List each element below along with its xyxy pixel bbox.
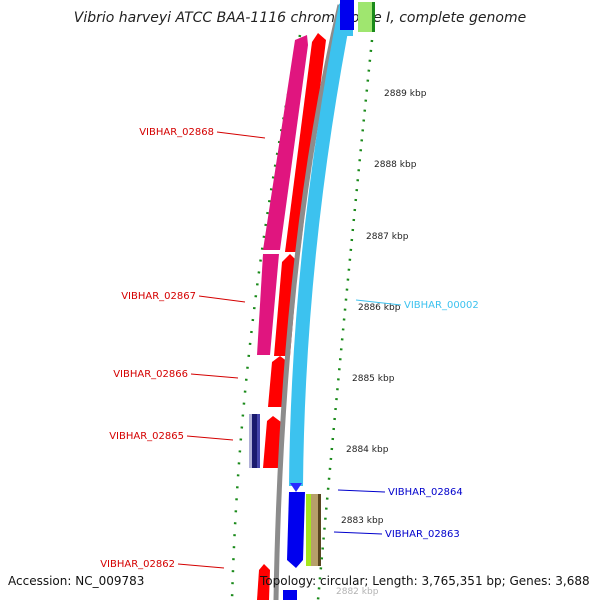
cds-arrow-4 bbox=[263, 416, 281, 468]
ruler-label: 2888 kbp bbox=[374, 160, 417, 170]
top-green-block-edge bbox=[372, 2, 375, 32]
gene-02865-stripe-light bbox=[249, 414, 252, 468]
ruler-label: 2886 kbp bbox=[358, 303, 401, 313]
gene-02865-stripe-mid bbox=[257, 414, 260, 468]
rna-band-top-blue bbox=[340, 0, 354, 30]
gene-label-vibhar-02863[interactable]: VIBHAR_02863 bbox=[385, 529, 460, 540]
leader-line bbox=[186, 435, 234, 441]
rna-band bbox=[289, 3, 353, 487]
leader-line bbox=[190, 373, 239, 379]
gene-label-vibhar-02868[interactable]: VIBHAR_02868 bbox=[139, 127, 214, 138]
gene-02864-tip bbox=[290, 483, 302, 492]
map-title: Vibrio harveyi ATCC BAA-1116 chromosome … bbox=[74, 10, 526, 26]
ruler-label: 2887 kbp bbox=[366, 232, 409, 242]
leader-line bbox=[177, 563, 225, 569]
ruler-label: 2885 kbp bbox=[352, 374, 395, 384]
gene-label-vibhar-00002[interactable]: VIBHAR_00002 bbox=[404, 300, 479, 311]
rna-band-top-cyan bbox=[337, 30, 353, 36]
gene-02865-stripe-dark bbox=[252, 414, 257, 468]
gene-label-vibhar-02867[interactable]: VIBHAR_02867 bbox=[121, 291, 196, 302]
gene-label-vibhar-02862[interactable]: VIBHAR_02862 bbox=[100, 559, 175, 570]
gene-02864-arrow bbox=[287, 492, 305, 568]
gene-label-vibhar-02865[interactable]: VIBHAR_02865 bbox=[109, 431, 184, 442]
gene-02864-tail bbox=[283, 590, 297, 600]
gene-02863-dark bbox=[318, 494, 321, 566]
ruler-label: 2884 kbp bbox=[346, 445, 389, 455]
top-green-block bbox=[358, 2, 374, 32]
gene-label-vibhar-02864[interactable]: VIBHAR_02864 bbox=[388, 487, 463, 498]
leader-line bbox=[337, 489, 386, 493]
ruler-label: 2882 kbp bbox=[336, 587, 379, 597]
accession-text: Accession: NC_009783 bbox=[8, 574, 145, 588]
ruler-label: 2883 kbp bbox=[341, 516, 384, 526]
gene-02863-olive bbox=[311, 494, 318, 566]
cds-arrow-1 bbox=[285, 33, 326, 252]
gene-02863-green bbox=[306, 494, 311, 566]
leader-line bbox=[198, 295, 246, 303]
leader-line bbox=[355, 299, 402, 306]
topology-text: Topology: circular; Length: 3,765,351 bp… bbox=[260, 574, 590, 588]
feature-magenta-lower bbox=[257, 254, 279, 355]
ruler-label: 2889 kbp bbox=[384, 89, 427, 99]
leader-line bbox=[333, 531, 383, 535]
backbone bbox=[273, 4, 343, 600]
cds-arrow-5 bbox=[257, 564, 270, 600]
gene-label-vibhar-02866[interactable]: VIBHAR_02866 bbox=[113, 369, 188, 380]
feature-magenta-upper bbox=[263, 35, 308, 250]
leader-line bbox=[216, 131, 266, 139]
outer-tick-ring bbox=[316, 39, 374, 600]
